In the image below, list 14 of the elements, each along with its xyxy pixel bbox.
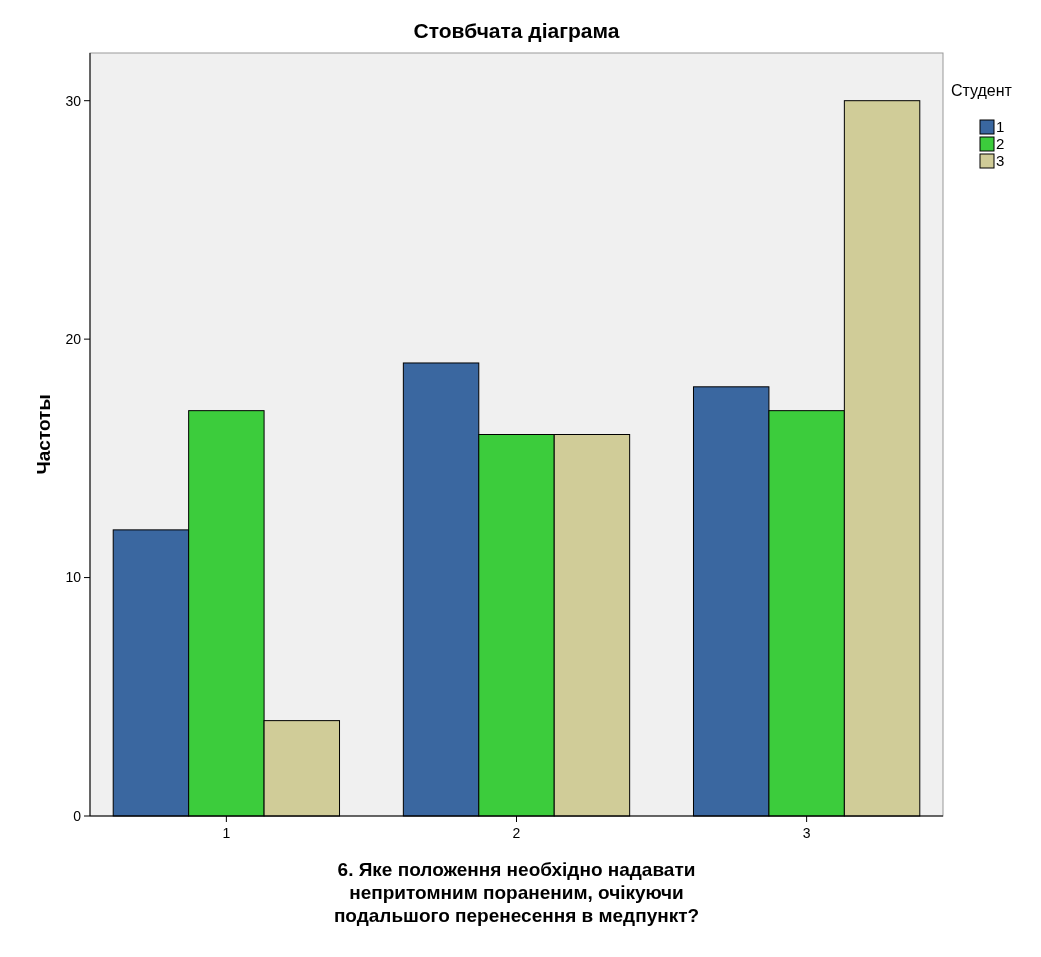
y-tick-label: 10 [65, 569, 82, 586]
x-axis-title: 6. Яке положення необхідно надавати непритомним пораненим, очікуючи подальшого перенесення в медпункт? [333, 859, 700, 926]
y-tick-label: 30 [65, 92, 82, 109]
y-tick-label: 0 [73, 807, 82, 824]
x-tick-label: 2 [512, 825, 521, 841]
y-axis-title: Частоты [33, 394, 54, 475]
legend-label: 3 [996, 152, 1005, 169]
x-tick-label: 1 [222, 825, 231, 841]
chart-title: Стовбчата діаграма [413, 19, 620, 42]
x-tick-label: 3 [802, 825, 811, 841]
legend-title: Студент [951, 82, 1013, 99]
legend-label: 2 [996, 135, 1005, 152]
legend-label: 1 [996, 118, 1005, 135]
y-tick-label: 20 [65, 331, 82, 348]
